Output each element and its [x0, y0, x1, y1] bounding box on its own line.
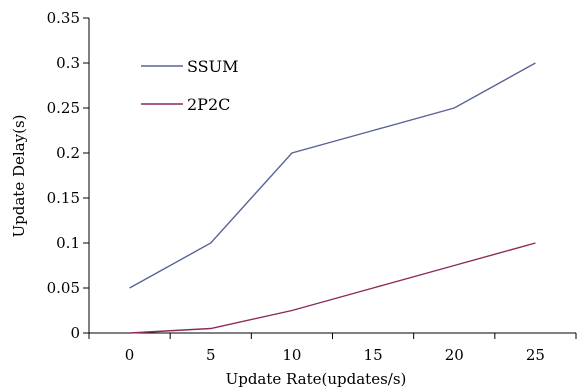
x-tick-label: 15 [364, 346, 383, 364]
series-line-2p2c [129, 242, 536, 334]
x-axis-title: Update Rate(updates/s) [226, 370, 407, 388]
y-tick-label: 0.15 [47, 189, 80, 207]
x-tick-label: 5 [206, 346, 216, 364]
x-tick-label: 0 [125, 346, 135, 364]
x-tick-label: 10 [282, 346, 301, 364]
series-lines [129, 62, 536, 334]
y-tick-label: 0.05 [47, 279, 80, 297]
legend-label-2p2c: 2P2C [187, 95, 230, 114]
x-tick-label: 20 [445, 346, 464, 364]
legend: SSUM 2P2C [141, 57, 239, 114]
y-tick-label: 0 [70, 324, 80, 342]
legend-label-ssum: SSUM [187, 57, 239, 76]
y-ticks: 0 0.05 0.1 0.15 0.2 0.25 0.3 0.35 [47, 9, 89, 342]
x-ticks: 0 5 10 15 20 25 [88, 333, 577, 364]
y-tick-label: 0.25 [47, 99, 80, 117]
y-tick-label: 0.35 [47, 9, 80, 27]
y-tick-label: 0.1 [56, 234, 80, 252]
x-tick-label: 25 [526, 346, 545, 364]
y-tick-label: 0.3 [56, 54, 80, 72]
y-tick-label: 0.2 [56, 144, 80, 162]
axes [88, 18, 576, 334]
y-axis-title: Update Delay(s) [10, 115, 28, 238]
series-line-ssum [129, 62, 536, 289]
